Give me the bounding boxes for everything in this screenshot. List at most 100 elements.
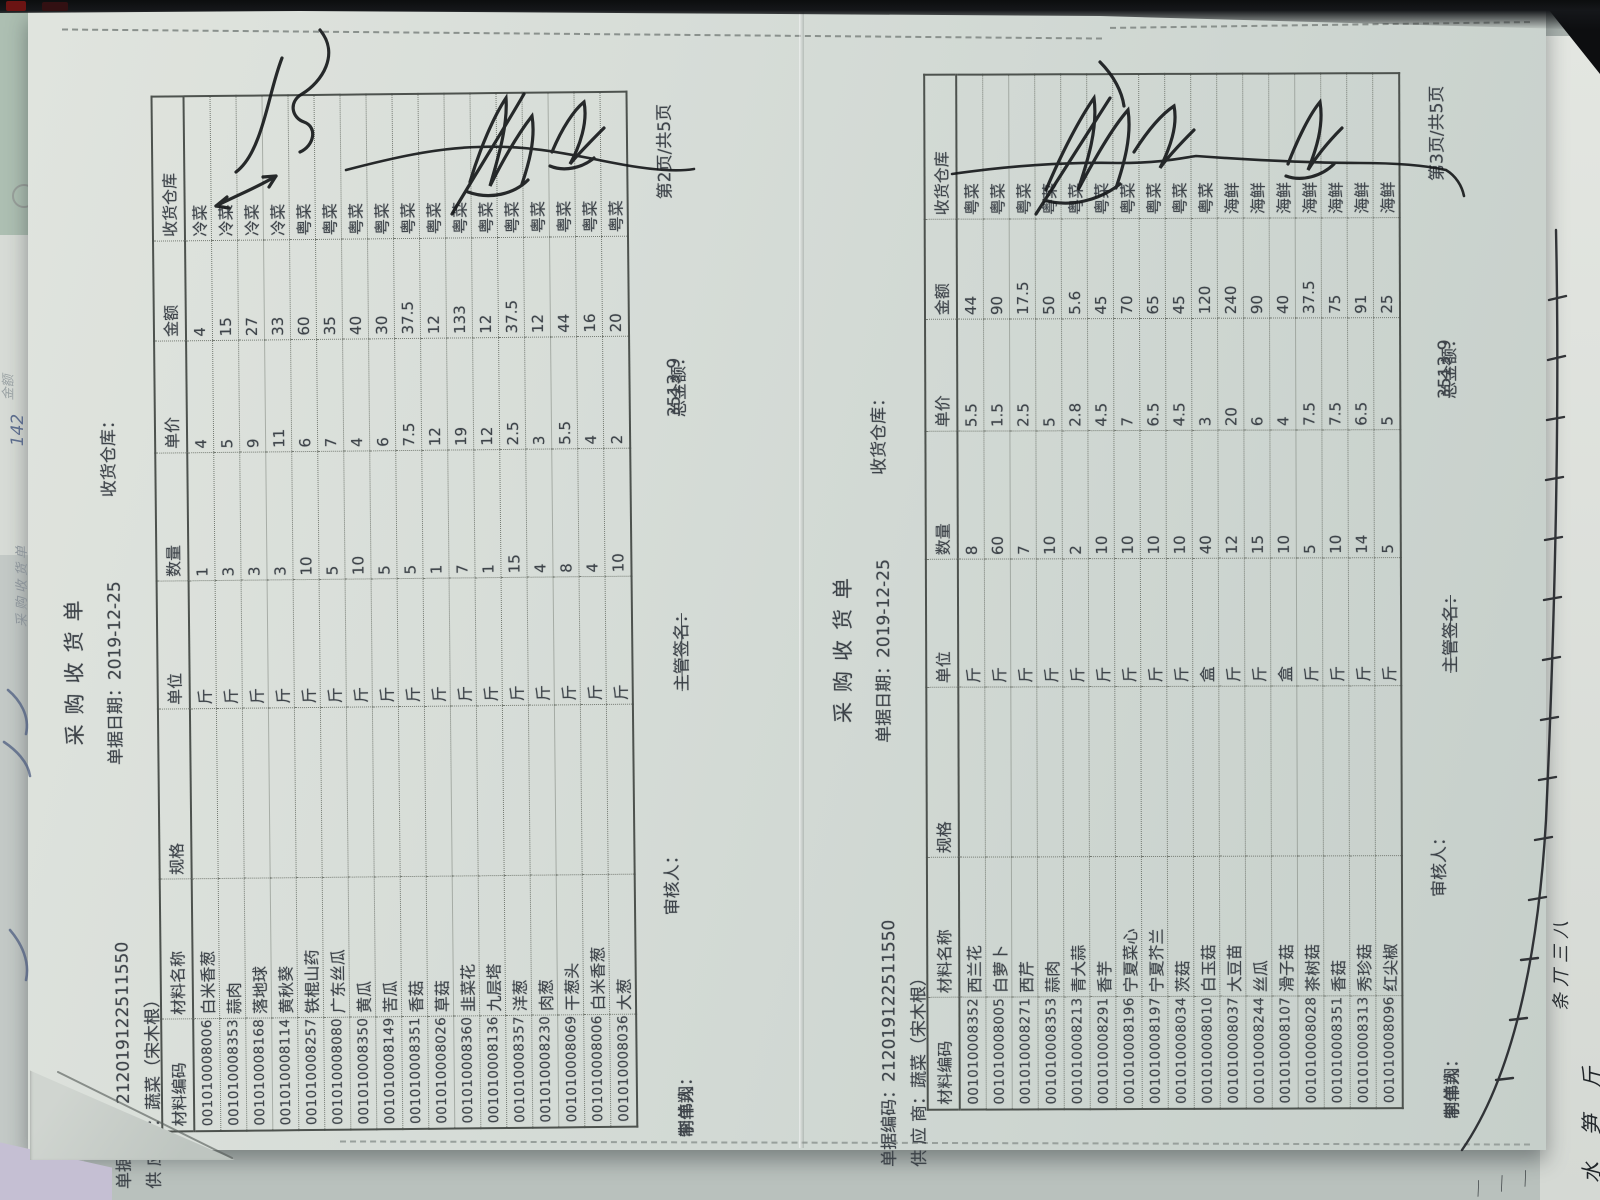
cell — [528, 705, 557, 876]
cell: 海鲜 — [1346, 73, 1374, 219]
cell: 粤菜 — [443, 93, 472, 239]
cell: 001010008353 — [219, 1018, 247, 1131]
column-header: 规格 — [157, 709, 192, 880]
cell: 001010008010 — [1193, 996, 1221, 1109]
cell: 37.5 — [1295, 218, 1322, 319]
cell: 15 — [499, 449, 528, 579]
items-table: 材料编码 材料名称 规格 单位 数量 单价 金额 收货仓库 001010008352 西兰花斤 8… — [923, 72, 1404, 1111]
cell: 001010008136 — [479, 1015, 507, 1129]
cell: 落地球 — [244, 878, 272, 1019]
cell: 90 — [1243, 218, 1270, 319]
cell: 27 — [237, 240, 265, 341]
cell: 斤 — [957, 559, 985, 688]
cell: 香菇 — [1323, 856, 1350, 997]
cell: 6 — [1243, 318, 1270, 431]
column-header: 数量 — [155, 453, 189, 582]
dark-paper-speck — [42, 2, 68, 11]
cell: 粤菜 — [417, 93, 446, 239]
cell — [958, 687, 986, 858]
cell: 001010008244 — [1245, 996, 1273, 1109]
table-row: 001010008034 茨菇 斤 10 4.5 45 粤菜 — [1164, 73, 1195, 1109]
cell: 5 — [212, 340, 240, 454]
cell — [268, 708, 297, 879]
table-row: 001010008213 青大蒜 斤 2 2.8 5.6 粤菜 — [1060, 74, 1091, 1110]
cell: 40 — [341, 239, 369, 340]
table-row: 001010008028 茶树菇 斤 5 7.5 37.5 海鲜 — [1294, 73, 1325, 1109]
cell: 5 — [1035, 319, 1062, 432]
table-row: 001010008313 秀珍菇 斤 14 6.5 91 海鲜 — [1346, 73, 1377, 1109]
cell — [606, 704, 635, 875]
table-row: 001010008037 大豆苗 斤 12 20 240 海鲜 — [1216, 73, 1247, 1109]
column-header: 收货仓库 — [924, 74, 957, 220]
cell: 14 — [1347, 430, 1375, 559]
cell: 90 — [983, 219, 1010, 320]
table-row: 001010008291 香芋 斤 10 4.5 45 粤菜 — [1086, 74, 1117, 1110]
cell: 44 — [549, 237, 577, 338]
cell: 斤 — [267, 580, 295, 709]
cell: 20 — [1217, 318, 1244, 431]
cell: 1 — [421, 450, 450, 579]
cell: 海鲜 — [1268, 73, 1296, 219]
cell: 4 — [185, 241, 213, 342]
cell: 37.5 — [393, 238, 421, 340]
cell: 盒 — [1192, 558, 1219, 687]
column-header: 金额 — [153, 241, 187, 342]
cell — [984, 687, 1012, 858]
cell: 冷菜 — [183, 96, 212, 242]
doc-number-label: 单据编码： — [879, 1081, 900, 1167]
cell: 斤 — [553, 577, 581, 706]
cell: 斤 — [1062, 559, 1089, 688]
cell: 7.5 — [394, 338, 422, 452]
warehouse-label: 收货仓库： — [98, 412, 120, 498]
cell: 粤菜 — [469, 93, 498, 239]
cell: 海鲜 — [1216, 73, 1244, 219]
cell: 铁棍山药 — [296, 877, 324, 1019]
cell: 5 — [1295, 430, 1323, 559]
cell — [320, 707, 349, 878]
cell: 粤菜 — [287, 94, 316, 241]
cell: 盒 — [1270, 558, 1297, 687]
cell — [372, 707, 401, 878]
receipt-header: 采购收货单 单据编码：212019122511550 单据日期：2019-12-… — [52, 33, 165, 1200]
cell: 75 — [1321, 218, 1348, 319]
cell: 粤菜 — [1060, 74, 1088, 220]
cell: 海鲜 — [1242, 73, 1270, 219]
underlay-paper-right — [1540, 36, 1600, 1200]
cell: 粤菜 — [982, 74, 1010, 220]
cell: 斤 — [371, 579, 399, 708]
cell: 3 — [1191, 318, 1218, 431]
cell: 斤 — [1010, 559, 1037, 688]
cell: 45 — [1165, 218, 1192, 319]
cell: 4 — [525, 449, 554, 578]
cell: 斤 — [319, 579, 347, 708]
warehouse-label: 收货仓库： — [869, 389, 890, 475]
signature-line — [666, 613, 683, 692]
cell: 001010008069 — [557, 1015, 585, 1128]
cell — [1244, 686, 1272, 857]
cell: 韭菜花 — [452, 876, 480, 1017]
table-row: 001010008005 白萝卜 斤 60 1.5 90 粤菜 — [982, 74, 1013, 1110]
cell — [1322, 686, 1350, 857]
cell: 5 — [1373, 318, 1401, 431]
doc-date-field: 单据日期：2019-12-25 — [100, 581, 127, 765]
cell: 10 — [291, 451, 320, 581]
cell: 滑子菇 — [1271, 856, 1298, 997]
cell: 10 — [1113, 431, 1141, 560]
cell: 15 — [1243, 430, 1271, 559]
cell: 茶树菇 — [1297, 856, 1324, 997]
supplier-field: 供 应 商：蔬菜（宋木根） — [904, 969, 930, 1167]
cell: 5 — [1373, 430, 1401, 559]
handwritten-tick-marks: ｜｜｜ — [1467, 1166, 1542, 1200]
cell: 蒜肉 — [218, 878, 246, 1019]
receipt-page-2: 采购收货单 单据编码：212019122511550 单据日期：2019-12-… — [52, 26, 764, 1200]
cell: 17.5 — [1009, 219, 1036, 320]
cell: 7 — [447, 450, 476, 579]
cell: 5.5 — [550, 337, 578, 450]
cell: 70 — [1113, 219, 1140, 320]
cell — [424, 706, 453, 877]
cell: 8 — [957, 431, 985, 560]
cell: 2 — [1061, 431, 1089, 560]
cell: 大葱 — [608, 874, 637, 1015]
cell: 001010008291 — [1089, 997, 1117, 1110]
column-header: 单价 — [154, 341, 188, 454]
